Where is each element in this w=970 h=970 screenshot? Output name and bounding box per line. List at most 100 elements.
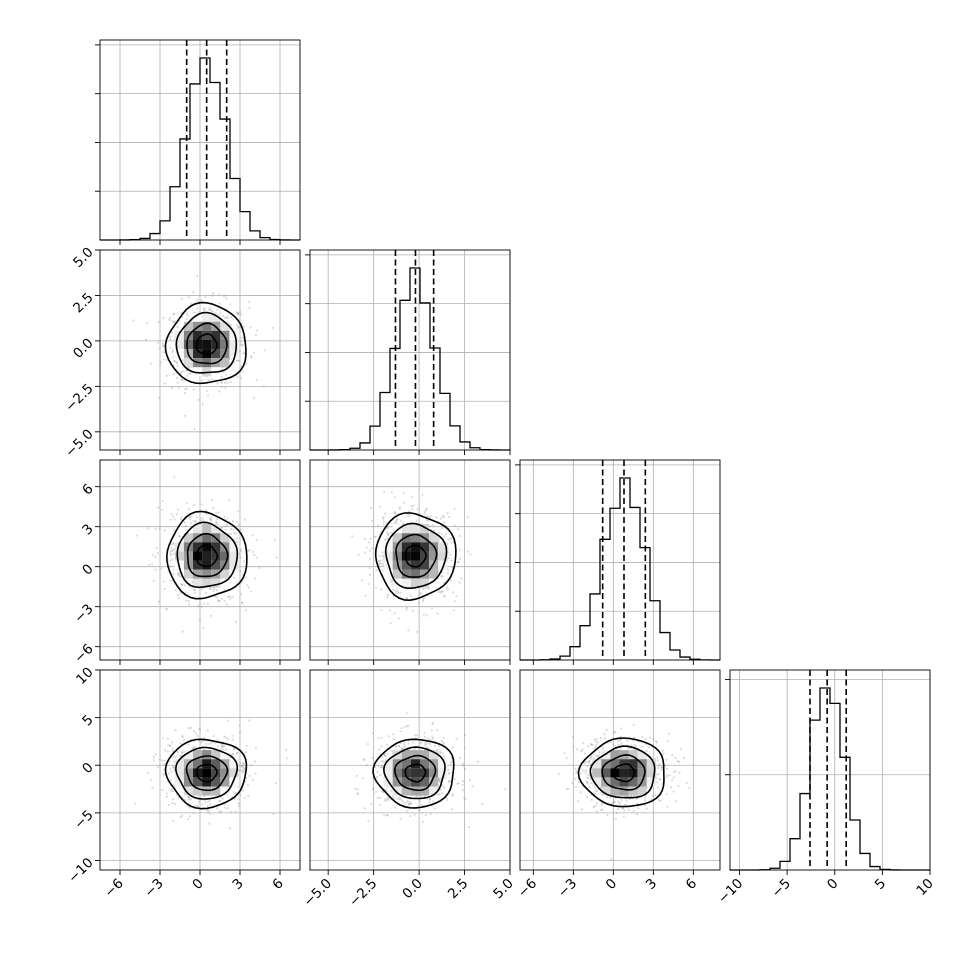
scatter-point — [237, 312, 240, 315]
scatter-point — [201, 403, 204, 406]
scatter-point — [443, 535, 447, 538]
scatter-point — [432, 800, 435, 803]
scatter-point — [463, 733, 467, 737]
scatter-point — [180, 297, 184, 300]
scatter-point — [391, 733, 395, 736]
density-cell — [202, 551, 212, 561]
scatter-point — [251, 550, 255, 553]
density-cell — [429, 569, 439, 579]
scatter-point — [171, 747, 174, 750]
scatter-point — [161, 350, 164, 354]
scatter-point — [672, 790, 675, 793]
scatter-point — [665, 793, 668, 796]
density-cell — [193, 786, 203, 796]
scatter-point — [187, 372, 191, 376]
scatter-point — [248, 774, 251, 778]
scatter-point — [173, 518, 176, 521]
density-cell — [174, 551, 184, 561]
scatter-point — [595, 745, 598, 748]
scatter-point — [654, 739, 658, 743]
scatter-point — [428, 800, 431, 803]
scatter-point — [242, 770, 246, 773]
scatter-point — [678, 771, 681, 774]
scatter-point — [366, 742, 370, 746]
scatter-point — [617, 739, 620, 742]
scatter-point — [178, 535, 181, 538]
scatter-point — [152, 756, 155, 759]
scatter-point — [394, 745, 397, 748]
scatter-point — [458, 548, 461, 551]
panel-frame-2 — [309, 459, 511, 661]
scatter-point — [171, 789, 175, 793]
scatter-point — [146, 771, 150, 774]
scatter-point — [466, 550, 469, 553]
scatter-point — [428, 743, 432, 746]
density-cell — [211, 777, 221, 787]
scatter-point — [458, 534, 461, 538]
scatter-point — [369, 537, 372, 540]
scatter-point — [241, 370, 245, 373]
density-cell — [438, 542, 448, 552]
scatter-point — [442, 736, 445, 739]
scatter-point — [688, 786, 691, 789]
scatter-point — [457, 782, 460, 785]
scatter-point — [429, 738, 432, 741]
scatter-point — [241, 343, 244, 346]
scatter-point — [187, 798, 191, 801]
scatter-point — [187, 743, 190, 747]
scatter-point — [586, 765, 589, 768]
scatter-point — [666, 774, 669, 777]
scatter-point — [204, 591, 208, 595]
scatter-point — [171, 801, 174, 805]
scatter-point — [617, 743, 620, 746]
scatter-point — [238, 326, 241, 329]
scatter-point — [449, 537, 452, 540]
scatter-point — [189, 302, 193, 306]
histogram-grid-2 — [520, 460, 720, 660]
panel-content-3 — [134, 719, 289, 830]
scatter-point — [428, 798, 432, 801]
scatter-point — [224, 387, 227, 390]
scatter-point — [153, 759, 156, 762]
y-tick-label: −6 — [71, 641, 96, 666]
scatter-point — [253, 554, 256, 557]
scatter-point — [172, 572, 175, 576]
scatter-point — [212, 292, 215, 295]
scatter-point — [448, 772, 451, 776]
scatter-point — [180, 583, 184, 586]
scatter-point — [367, 582, 370, 586]
scatter-point — [181, 630, 184, 633]
scatter-point — [461, 783, 464, 786]
scatter-point — [163, 763, 166, 766]
scatter-point — [400, 748, 403, 751]
scatter-point — [242, 762, 245, 765]
density-cell — [438, 551, 448, 561]
histogram-frame-3 — [729, 669, 931, 871]
scatter-point — [408, 801, 411, 804]
scatter-point — [423, 596, 426, 599]
scatter-point — [220, 746, 223, 749]
scatter-point — [193, 427, 196, 431]
scatter-point — [163, 529, 166, 532]
scatter-point — [201, 379, 204, 382]
scatter-point — [587, 774, 590, 777]
scatter-point — [441, 515, 445, 518]
density-cell — [592, 777, 602, 787]
scatter-point — [439, 788, 442, 792]
density-cell — [429, 750, 439, 760]
scatter-point — [644, 796, 647, 799]
scatter-point — [438, 750, 441, 754]
scatter-point — [452, 609, 455, 612]
scatter-point — [463, 747, 466, 750]
scatter-point — [400, 727, 403, 730]
density-cell — [401, 533, 411, 543]
contour-level-2 — [176, 521, 239, 589]
scatter-point — [215, 517, 219, 521]
scatter-point — [372, 731, 375, 735]
scatter-point — [231, 738, 234, 741]
scatter-point — [189, 521, 193, 525]
scatter-point — [184, 524, 187, 528]
scatter-point — [170, 386, 173, 390]
scatter-point — [177, 751, 180, 754]
scatter-point — [586, 781, 589, 784]
